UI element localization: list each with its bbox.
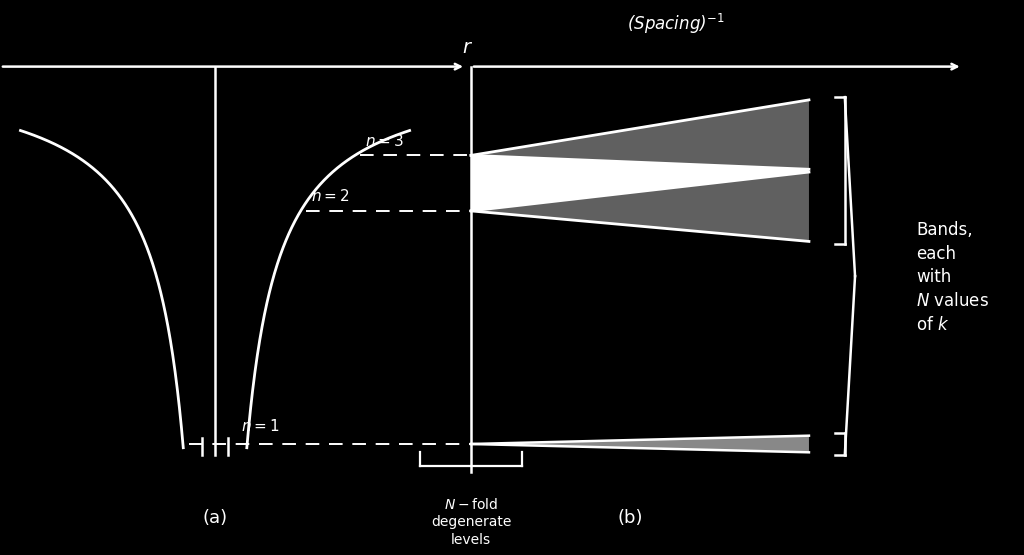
Text: $N-$fold
degenerate
levels: $N-$fold degenerate levels xyxy=(431,497,511,547)
Text: Bands,
each
with
$N$ values
of $k$: Bands, each with $N$ values of $k$ xyxy=(916,221,989,334)
Text: $n = 2$: $n = 2$ xyxy=(311,188,349,204)
Text: (a): (a) xyxy=(203,509,227,527)
Text: (b): (b) xyxy=(617,509,642,527)
Polygon shape xyxy=(471,172,809,241)
Polygon shape xyxy=(471,100,809,169)
Text: $n = 3$: $n = 3$ xyxy=(365,133,403,149)
Text: r: r xyxy=(462,38,470,57)
Polygon shape xyxy=(471,155,809,211)
Polygon shape xyxy=(471,436,809,452)
Text: (Spacing)$^{-1}$: (Spacing)$^{-1}$ xyxy=(627,12,725,36)
Text: $n = 1$: $n = 1$ xyxy=(241,418,280,434)
